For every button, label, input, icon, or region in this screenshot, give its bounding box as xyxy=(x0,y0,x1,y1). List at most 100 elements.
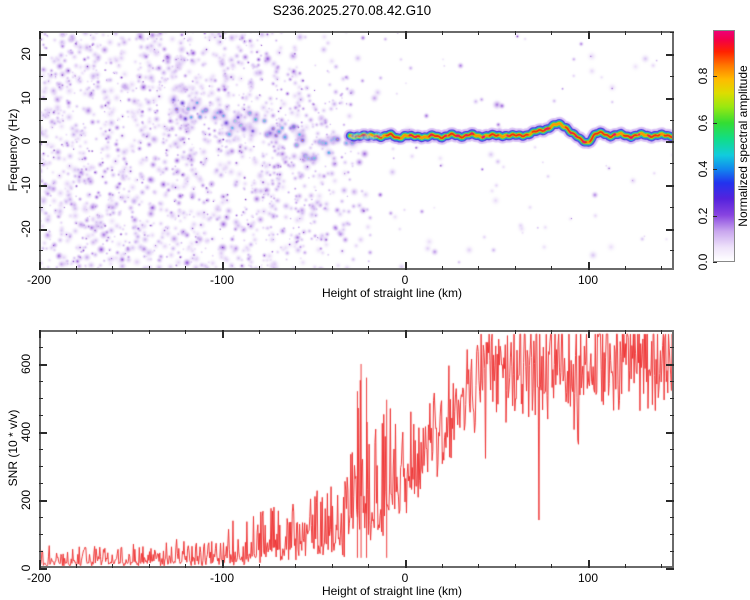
axis-tick xyxy=(112,330,113,334)
axis-tick xyxy=(259,564,260,568)
axis-tick xyxy=(39,31,41,39)
colorbar-tick-label: 0.8 xyxy=(696,68,710,85)
snr-canvas xyxy=(39,330,674,568)
axis-tick xyxy=(551,31,552,35)
top-yaxis-title: Frequency (Hz) xyxy=(6,108,20,192)
axis-tick xyxy=(713,216,717,217)
axis-tick xyxy=(625,266,626,270)
top-x-tick-label: 100 xyxy=(577,273,598,287)
axis-tick xyxy=(259,266,260,270)
axis-tick xyxy=(185,330,186,334)
axis-tick xyxy=(39,398,43,399)
axis-tick xyxy=(39,534,43,535)
axis-tick xyxy=(259,31,260,35)
axis-tick xyxy=(661,564,662,568)
axis-tick xyxy=(222,262,224,270)
axis-tick xyxy=(39,381,43,382)
axis-tick xyxy=(222,560,224,568)
axis-tick xyxy=(112,31,113,35)
axis-tick xyxy=(76,564,77,568)
axis-tick xyxy=(368,31,369,35)
axis-tick xyxy=(332,31,333,35)
axis-tick xyxy=(112,564,113,568)
axis-tick xyxy=(661,330,662,334)
axis-tick xyxy=(39,560,41,568)
axis-tick xyxy=(478,266,479,270)
axis-tick xyxy=(39,163,43,164)
axis-tick xyxy=(39,364,47,366)
axis-tick xyxy=(588,262,590,270)
axis-tick xyxy=(551,266,552,270)
axis-tick xyxy=(405,262,407,270)
axis-tick xyxy=(670,32,674,33)
top-y-tick-label: -20 xyxy=(19,219,33,238)
axis-tick xyxy=(222,330,224,338)
top-xaxis-title: Height of straight line (km) xyxy=(321,286,463,300)
axis-tick xyxy=(588,31,590,39)
axis-tick xyxy=(670,76,674,77)
top-x-tick-label: 0 xyxy=(401,273,409,287)
axis-tick xyxy=(295,31,296,35)
axis-tick xyxy=(478,330,479,334)
bottom-y-tick-label: 200 xyxy=(19,489,33,511)
axis-tick xyxy=(39,262,41,270)
axis-tick xyxy=(625,564,626,568)
axis-tick xyxy=(666,98,674,100)
axis-tick xyxy=(149,564,150,568)
axis-tick xyxy=(39,483,43,484)
axis-tick xyxy=(713,76,717,77)
axis-tick xyxy=(259,330,260,334)
axis-tick xyxy=(551,564,552,568)
top-x-tick-label: -200 xyxy=(26,273,52,287)
axis-tick xyxy=(666,500,674,502)
axis-tick xyxy=(588,560,590,568)
axis-tick xyxy=(76,330,77,334)
axis-tick xyxy=(713,262,717,263)
axis-tick xyxy=(39,347,43,348)
axis-tick xyxy=(588,330,590,338)
axis-tick xyxy=(39,466,43,467)
axis-tick xyxy=(112,266,113,270)
axis-tick xyxy=(661,31,662,35)
axis-tick xyxy=(39,250,43,251)
axis-tick xyxy=(39,432,47,434)
axis-tick xyxy=(670,250,674,251)
axis-tick xyxy=(515,564,516,568)
bottom-x-tick-label: 0 xyxy=(401,571,409,585)
colorbar xyxy=(713,30,735,262)
axis-tick xyxy=(76,31,77,35)
axis-tick xyxy=(332,564,333,568)
axis-tick xyxy=(368,266,369,270)
axis-tick xyxy=(670,483,674,484)
axis-tick xyxy=(625,330,626,334)
colorbar-tick-label: 0.0 xyxy=(696,253,710,271)
axis-tick xyxy=(670,120,674,121)
top-y-tick-label: -10 xyxy=(19,176,33,194)
bottom-yaxis-title: SNR (10 * v/v) xyxy=(6,409,20,487)
bottom-y-tick-label: 600 xyxy=(19,353,33,375)
axis-tick xyxy=(666,364,674,366)
axis-tick xyxy=(670,517,674,518)
top-y-tick-label: 20 xyxy=(19,47,33,61)
axis-tick xyxy=(295,564,296,568)
axis-tick xyxy=(149,330,150,334)
axis-tick xyxy=(670,347,674,348)
axis-tick xyxy=(442,31,443,35)
axis-tick xyxy=(76,266,77,270)
axis-tick xyxy=(39,120,43,121)
spectrogram-canvas xyxy=(39,31,674,270)
axis-tick xyxy=(39,449,43,450)
axis-tick xyxy=(39,98,47,100)
axis-tick xyxy=(670,466,674,467)
axis-tick xyxy=(149,31,150,35)
axis-tick xyxy=(713,123,717,124)
axis-tick xyxy=(222,31,224,39)
axis-tick xyxy=(666,185,674,187)
axis-tick xyxy=(405,31,407,39)
axis-tick xyxy=(515,31,516,35)
axis-tick xyxy=(442,330,443,334)
axis-tick xyxy=(670,534,674,535)
axis-tick xyxy=(666,432,674,434)
axis-tick xyxy=(149,266,150,270)
axis-tick xyxy=(39,568,47,570)
